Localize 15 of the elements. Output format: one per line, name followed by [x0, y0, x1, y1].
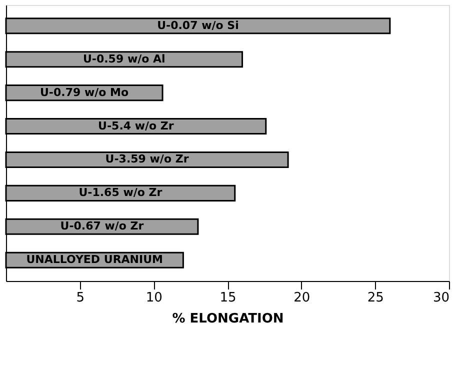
x-tick-label: 25 — [367, 290, 384, 306]
x-tick-label: 10 — [146, 290, 162, 306]
x-tick-label: 30 — [432, 290, 450, 306]
y-tick-label: U-3.59 w/o Zr — [105, 152, 190, 166]
y-tick-label: U-0.07 w/o Si — [157, 18, 239, 32]
x-axis-title: % ELONGATION — [172, 312, 284, 326]
y-tick-label: U-1.65 w/o Zr — [78, 186, 163, 200]
x-tick-label: 15 — [220, 290, 236, 306]
y-tick-label: U-0.79 w/o Mo — [40, 86, 129, 99]
y-tick-label: U-0.59 w/o Al — [82, 52, 166, 66]
y-tick-label: UNALLOYED URANIUM — [26, 253, 163, 266]
x-tick-label: 5 — [76, 290, 84, 306]
y-tick-label: U-0.67 w/o Zr — [60, 220, 144, 233]
x-tick-label: 20 — [294, 290, 310, 306]
y-tick-label: U-5.4 w/o Zr — [98, 119, 174, 132]
